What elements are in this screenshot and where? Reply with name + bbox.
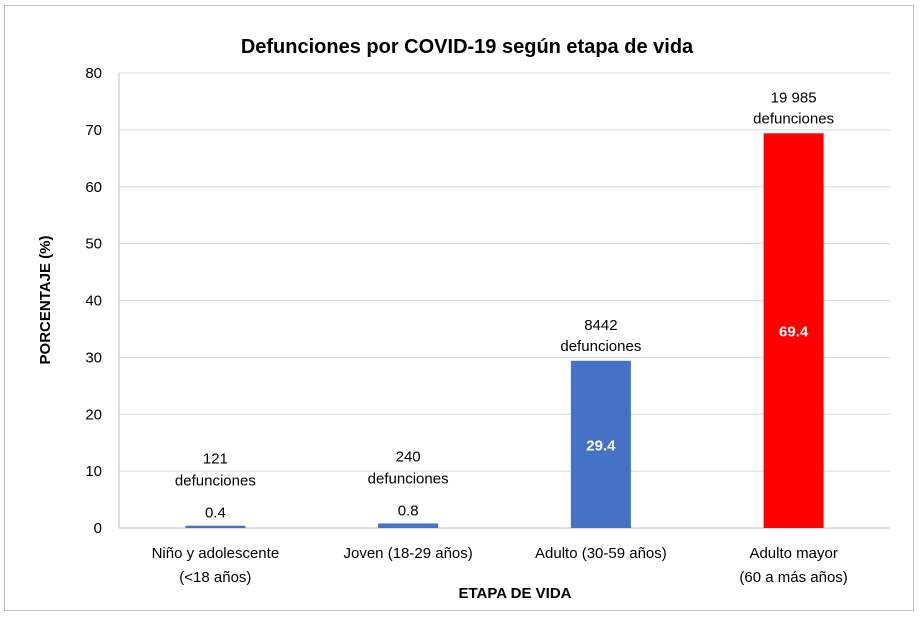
y-tick-label: 30 bbox=[85, 349, 102, 366]
death-count-unit: defunciones bbox=[560, 338, 641, 355]
death-count-label: 19 985 bbox=[771, 89, 817, 106]
death-count-unit: defunciones bbox=[368, 470, 449, 487]
x-category-label: (60 a más años) bbox=[739, 569, 847, 586]
x-category-label: Niño y adolescente bbox=[152, 545, 280, 562]
bar-value-label: 0.8 bbox=[398, 502, 419, 519]
y-axis-title: PORCENTAJE (%) bbox=[37, 236, 54, 365]
x-axis-title: ETAPA DE VIDA bbox=[458, 585, 571, 602]
bar bbox=[570, 360, 631, 528]
bar bbox=[185, 525, 246, 528]
y-tick-label: 40 bbox=[85, 293, 102, 310]
y-tick-label: 80 bbox=[85, 65, 102, 82]
x-axis-categories: Niño y adolescente (<18 años) Joven (18-29… bbox=[152, 545, 848, 586]
y-tick-label: 0 bbox=[94, 520, 102, 537]
bar bbox=[763, 133, 824, 528]
death-count-label: 121 bbox=[203, 451, 228, 468]
x-category-label: Joven (18-29 años) bbox=[344, 545, 473, 562]
death-count-label: 8442 bbox=[584, 317, 617, 334]
bar-value-label: 69.4 bbox=[779, 324, 809, 341]
bar bbox=[378, 523, 439, 528]
y-tick-label: 70 bbox=[85, 122, 102, 139]
data-labels: 0.4 121 defunciones 0.8 240 defunciones 29.4 84… bbox=[175, 89, 834, 521]
chart-frame bbox=[4, 5, 914, 611]
death-count-unit: defunciones bbox=[753, 110, 834, 127]
y-tick-label: 20 bbox=[85, 406, 102, 423]
y-tick-label: 50 bbox=[85, 236, 102, 253]
bar-value-label: 0.4 bbox=[205, 505, 226, 522]
y-axis-ticks: 0 10 20 30 40 50 60 70 80 bbox=[85, 65, 102, 537]
chart-title: Defunciones por COVID-19 según etapa de … bbox=[241, 36, 694, 58]
x-category-label: Adulto (30-59 años) bbox=[535, 545, 667, 562]
death-count-unit: defunciones bbox=[175, 473, 256, 490]
y-tick-label: 60 bbox=[85, 179, 102, 196]
bars bbox=[185, 133, 824, 528]
x-category-label: (<18 años) bbox=[179, 569, 251, 586]
death-count-label: 240 bbox=[396, 448, 421, 465]
y-tick-label: 10 bbox=[85, 463, 102, 480]
gridlines bbox=[118, 72, 890, 529]
x-category-label: Adulto mayor bbox=[749, 545, 837, 562]
bar-value-label: 29.4 bbox=[586, 437, 616, 454]
